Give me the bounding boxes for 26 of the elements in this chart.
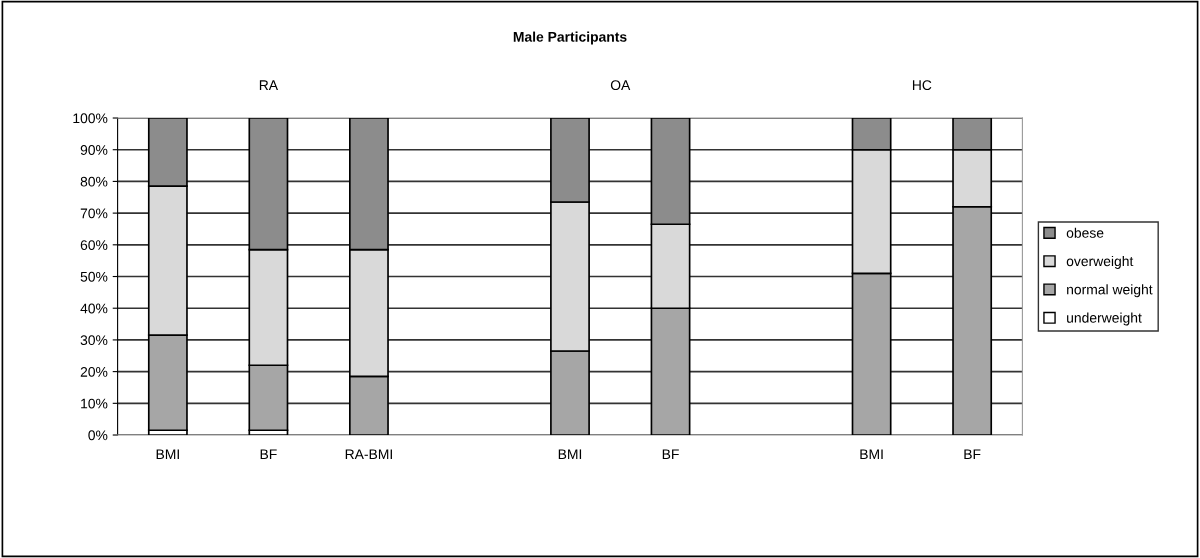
legend-label: underweight <box>1067 312 1142 326</box>
x-tick-label: BF <box>662 449 679 459</box>
text: OA <box>610 80 631 91</box>
legend-label: overweight <box>1066 255 1134 269</box>
chart-title: Male Participants <box>513 31 627 45</box>
x-tick-label: BMI <box>558 449 582 459</box>
y-tick-label: 10% <box>81 398 108 409</box>
y-tick-label: 50% <box>80 271 108 282</box>
y-tick-label: 60% <box>80 240 108 250</box>
y-tick-label: 70% <box>80 208 108 219</box>
x-tick-label: BF <box>260 449 277 459</box>
y-tick-label: 90% <box>80 145 108 155</box>
text: HC <box>912 80 932 91</box>
text: RA <box>259 80 279 90</box>
x-tick-label: BF <box>964 449 981 459</box>
y-tick-label: 0% <box>88 430 108 441</box>
x-tick-label: BMI <box>156 449 179 459</box>
legend-label: obese <box>1066 227 1104 238</box>
y-tick-label: 20% <box>80 366 108 377</box>
y-tick-label: 30% <box>80 335 108 346</box>
x-tick-label: BMI <box>860 449 883 459</box>
legend-label: normal weight <box>1067 284 1153 298</box>
y-tick-label: 100% <box>73 113 108 124</box>
y-tick-label: 80% <box>80 176 108 187</box>
y-tick-label: 40% <box>80 303 108 314</box>
x-tick-label: RA-BMI <box>345 449 392 459</box>
